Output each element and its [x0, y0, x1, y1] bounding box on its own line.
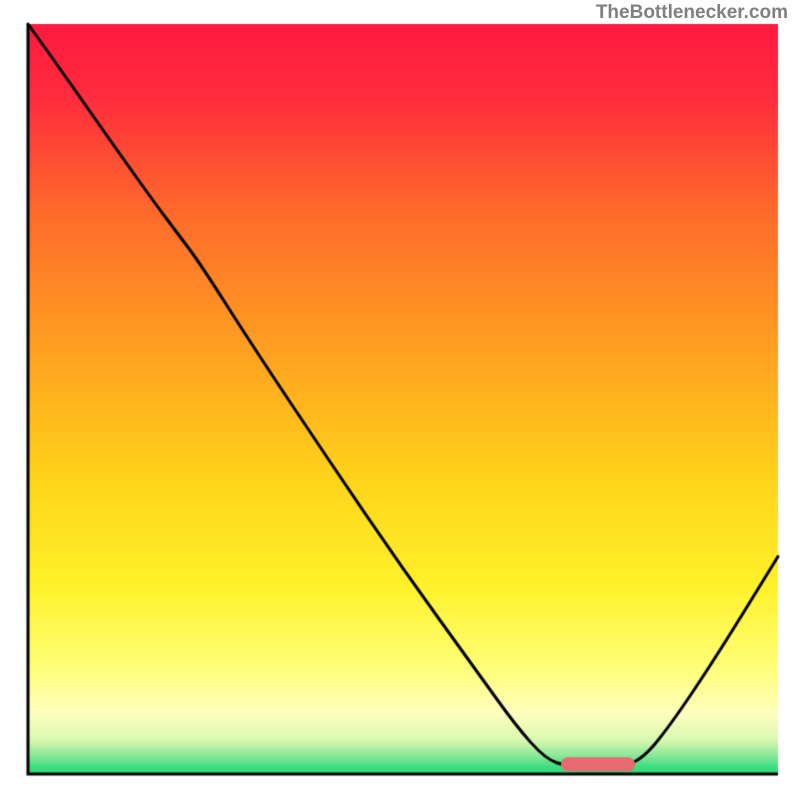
watermark-text: TheBottlenecker.com	[596, 2, 788, 24]
bottleneck-chart	[0, 0, 800, 800]
